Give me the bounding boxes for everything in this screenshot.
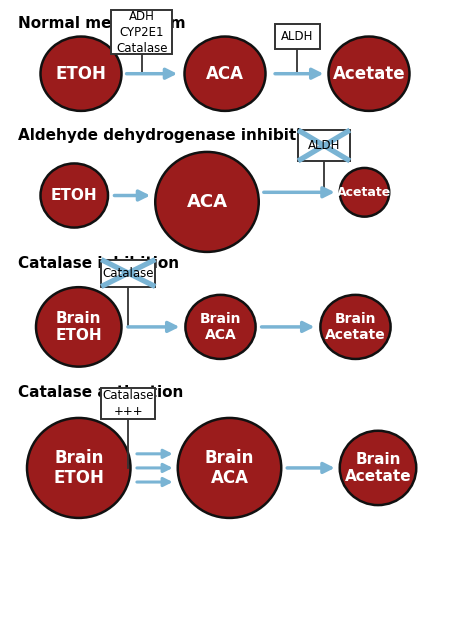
Text: ACA: ACA bbox=[186, 193, 228, 211]
Text: Acetate: Acetate bbox=[338, 186, 392, 199]
Text: Brain
Acetate: Brain Acetate bbox=[345, 452, 411, 484]
Text: ADH
CYP2E1
Catalase: ADH CYP2E1 Catalase bbox=[116, 10, 167, 54]
Bar bbox=[274, 24, 320, 49]
Text: Normal metabolism: Normal metabolism bbox=[18, 16, 185, 31]
Text: ETOH: ETOH bbox=[51, 188, 98, 203]
Ellipse shape bbox=[40, 37, 122, 111]
Ellipse shape bbox=[178, 418, 281, 518]
Text: ALDH: ALDH bbox=[281, 30, 313, 43]
Bar bbox=[101, 260, 155, 287]
Text: Catalase: Catalase bbox=[103, 267, 154, 279]
Text: Catalase activation: Catalase activation bbox=[18, 385, 184, 399]
Text: Brain
Acetate: Brain Acetate bbox=[325, 312, 386, 342]
Text: Aldehyde dehydrogenase inhibition: Aldehyde dehydrogenase inhibition bbox=[18, 128, 323, 143]
Ellipse shape bbox=[340, 168, 389, 217]
Bar bbox=[298, 130, 350, 161]
Bar bbox=[112, 10, 172, 54]
Ellipse shape bbox=[328, 37, 410, 111]
Text: Acetate: Acetate bbox=[333, 65, 405, 83]
Text: Catalase inhibition: Catalase inhibition bbox=[18, 256, 179, 271]
Text: Brain
ACA: Brain ACA bbox=[200, 312, 241, 342]
Text: Brain
ETOH: Brain ETOH bbox=[55, 311, 102, 343]
Ellipse shape bbox=[155, 152, 259, 252]
Ellipse shape bbox=[320, 295, 391, 359]
Text: ACA: ACA bbox=[206, 65, 244, 83]
Ellipse shape bbox=[340, 431, 416, 505]
Ellipse shape bbox=[185, 295, 256, 359]
Bar bbox=[101, 388, 155, 419]
Text: ETOH: ETOH bbox=[55, 65, 107, 83]
Text: Brain
ETOH: Brain ETOH bbox=[53, 449, 104, 487]
Text: Brain
ACA: Brain ACA bbox=[205, 449, 254, 487]
Ellipse shape bbox=[27, 418, 130, 518]
Ellipse shape bbox=[36, 287, 122, 367]
Text: Catalase
+++: Catalase +++ bbox=[103, 389, 154, 419]
Ellipse shape bbox=[184, 37, 266, 111]
Text: ALDH: ALDH bbox=[308, 139, 340, 152]
Ellipse shape bbox=[40, 163, 108, 228]
